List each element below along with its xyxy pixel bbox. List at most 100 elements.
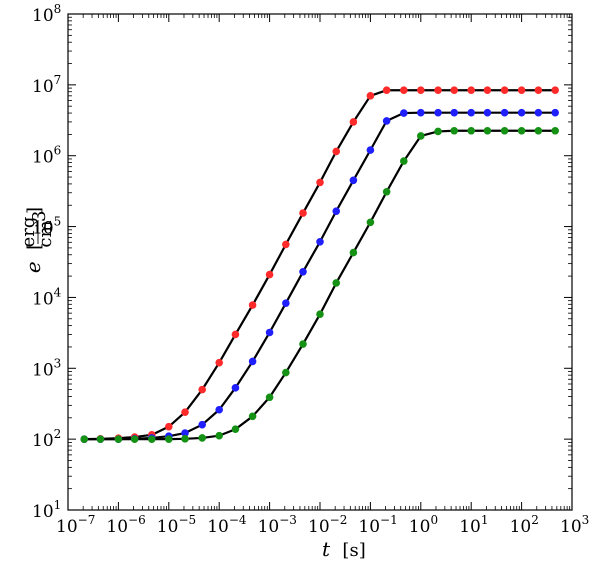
series-point-2 (500, 108, 509, 117)
series-point-1 (551, 86, 559, 95)
series-point-1 (349, 118, 358, 126)
series-point-3 (299, 340, 307, 348)
y-axis-unit-open: [ (24, 243, 45, 250)
series-point-2 (332, 207, 341, 215)
x-tick-label: 10−3 (258, 513, 297, 537)
series-point-3 (316, 310, 324, 318)
y-tick-labels: 101 102 103 104 105 106 107 108 (32, 2, 62, 522)
series-line-1 (84, 89, 556, 441)
series-point-2 (198, 420, 207, 429)
series-point-1 (181, 408, 189, 417)
series-point-2 (299, 267, 307, 276)
series-point-3 (551, 126, 559, 135)
series-line-3 (84, 129, 556, 441)
x-tick-label: 102 (510, 513, 539, 537)
x-axis-unit-close: ] (359, 540, 366, 561)
svg-text:e [: e [ (21, 243, 45, 273)
y-tick-label: 103 (32, 356, 61, 380)
series-point-3 (450, 126, 459, 135)
series-point-3 (130, 435, 139, 443)
series-point-1 (400, 86, 408, 95)
y-tick-label: 107 (32, 73, 61, 97)
x-tick-label: 10−1 (358, 513, 397, 537)
series-point-3 (248, 412, 257, 421)
series-point-2 (265, 328, 274, 337)
y-axis-unit-den-exp: 3 (29, 211, 50, 222)
series-point-2 (434, 108, 442, 117)
series-point-3 (500, 126, 509, 135)
series-point-3 (417, 132, 425, 140)
series-point-1 (517, 86, 526, 95)
series-point-2 (517, 108, 526, 117)
series-point-3 (198, 434, 207, 442)
series-point-3 (265, 393, 274, 402)
y-axis-label: e [ erg cm 3 ] (18, 207, 56, 273)
series-point-3 (534, 126, 543, 135)
y-axis-symbol: e (21, 261, 45, 273)
series-point-1 (417, 86, 425, 95)
series-point-2 (450, 108, 459, 117)
series-point-3 (282, 368, 290, 377)
series-point-3 (483, 126, 492, 135)
series-point-3 (332, 279, 341, 287)
series-point-2 (551, 108, 559, 117)
series-point-3 (215, 431, 223, 440)
series-point-1 (382, 86, 391, 95)
x-axis-label: t [s] (322, 537, 366, 561)
series-point-1 (483, 86, 492, 95)
x-axis-unit-open: [ (342, 540, 349, 561)
plot-frame (67, 13, 573, 511)
y-tick-label: 104 (32, 285, 62, 309)
series-points (80, 86, 559, 443)
series-point-1 (165, 422, 173, 431)
x-tick-labels: 10−7 10−6 10−5 10−4 10−3 10−2 10−1 100 101 102 103 (56, 513, 589, 537)
series-point-3 (349, 248, 358, 257)
series-line-2 (84, 111, 556, 441)
y-axis-unit-num: erg (18, 217, 39, 248)
series-point-1 (316, 178, 324, 187)
series-point-3 (181, 435, 189, 443)
axis-ticks (67, 13, 573, 511)
series-point-2 (467, 108, 476, 117)
y-tick-label: 101 (32, 498, 61, 522)
series-point-2 (349, 176, 358, 185)
x-tick-label: 10−4 (207, 513, 247, 537)
series-point-1 (366, 92, 375, 100)
series-point-2 (316, 237, 324, 246)
series-point-1 (198, 385, 207, 394)
series-point-1 (265, 270, 274, 279)
series-point-1 (500, 86, 509, 95)
x-axis-unit: s (349, 540, 358, 561)
series-point-1 (332, 147, 341, 156)
series-point-1 (231, 330, 240, 339)
series-point-3 (96, 435, 105, 443)
series-point-3 (366, 218, 375, 227)
series-point-3 (231, 425, 240, 434)
series-point-2 (215, 405, 223, 414)
series-point-2 (382, 117, 391, 125)
x-tick-label: 10−2 (308, 513, 347, 537)
y-tick-label: 105 (32, 215, 61, 239)
series-point-2 (366, 146, 375, 154)
x-tick-label: 103 (560, 513, 589, 537)
series-point-2 (417, 108, 425, 117)
series-point-1 (467, 86, 476, 95)
x-tick-label: 100 (409, 513, 438, 537)
y-tick-label: 108 (32, 2, 61, 26)
x-tick-label: 10−5 (157, 513, 196, 537)
series-point-1 (215, 358, 223, 367)
series-lines (84, 89, 556, 441)
series-point-3 (80, 435, 89, 443)
x-tick-label: 101 (459, 513, 488, 537)
series-point-3 (165, 435, 173, 443)
series-point-2 (231, 384, 240, 392)
x-tick-label: 10−7 (56, 513, 95, 537)
series-point-1 (282, 240, 290, 249)
series-point-2 (534, 108, 543, 117)
series-point-1 (248, 301, 257, 309)
y-axis-unit-close: ] (24, 207, 45, 214)
series-point-3 (434, 127, 442, 136)
series-point-2 (248, 357, 257, 366)
series-point-1 (534, 86, 543, 95)
